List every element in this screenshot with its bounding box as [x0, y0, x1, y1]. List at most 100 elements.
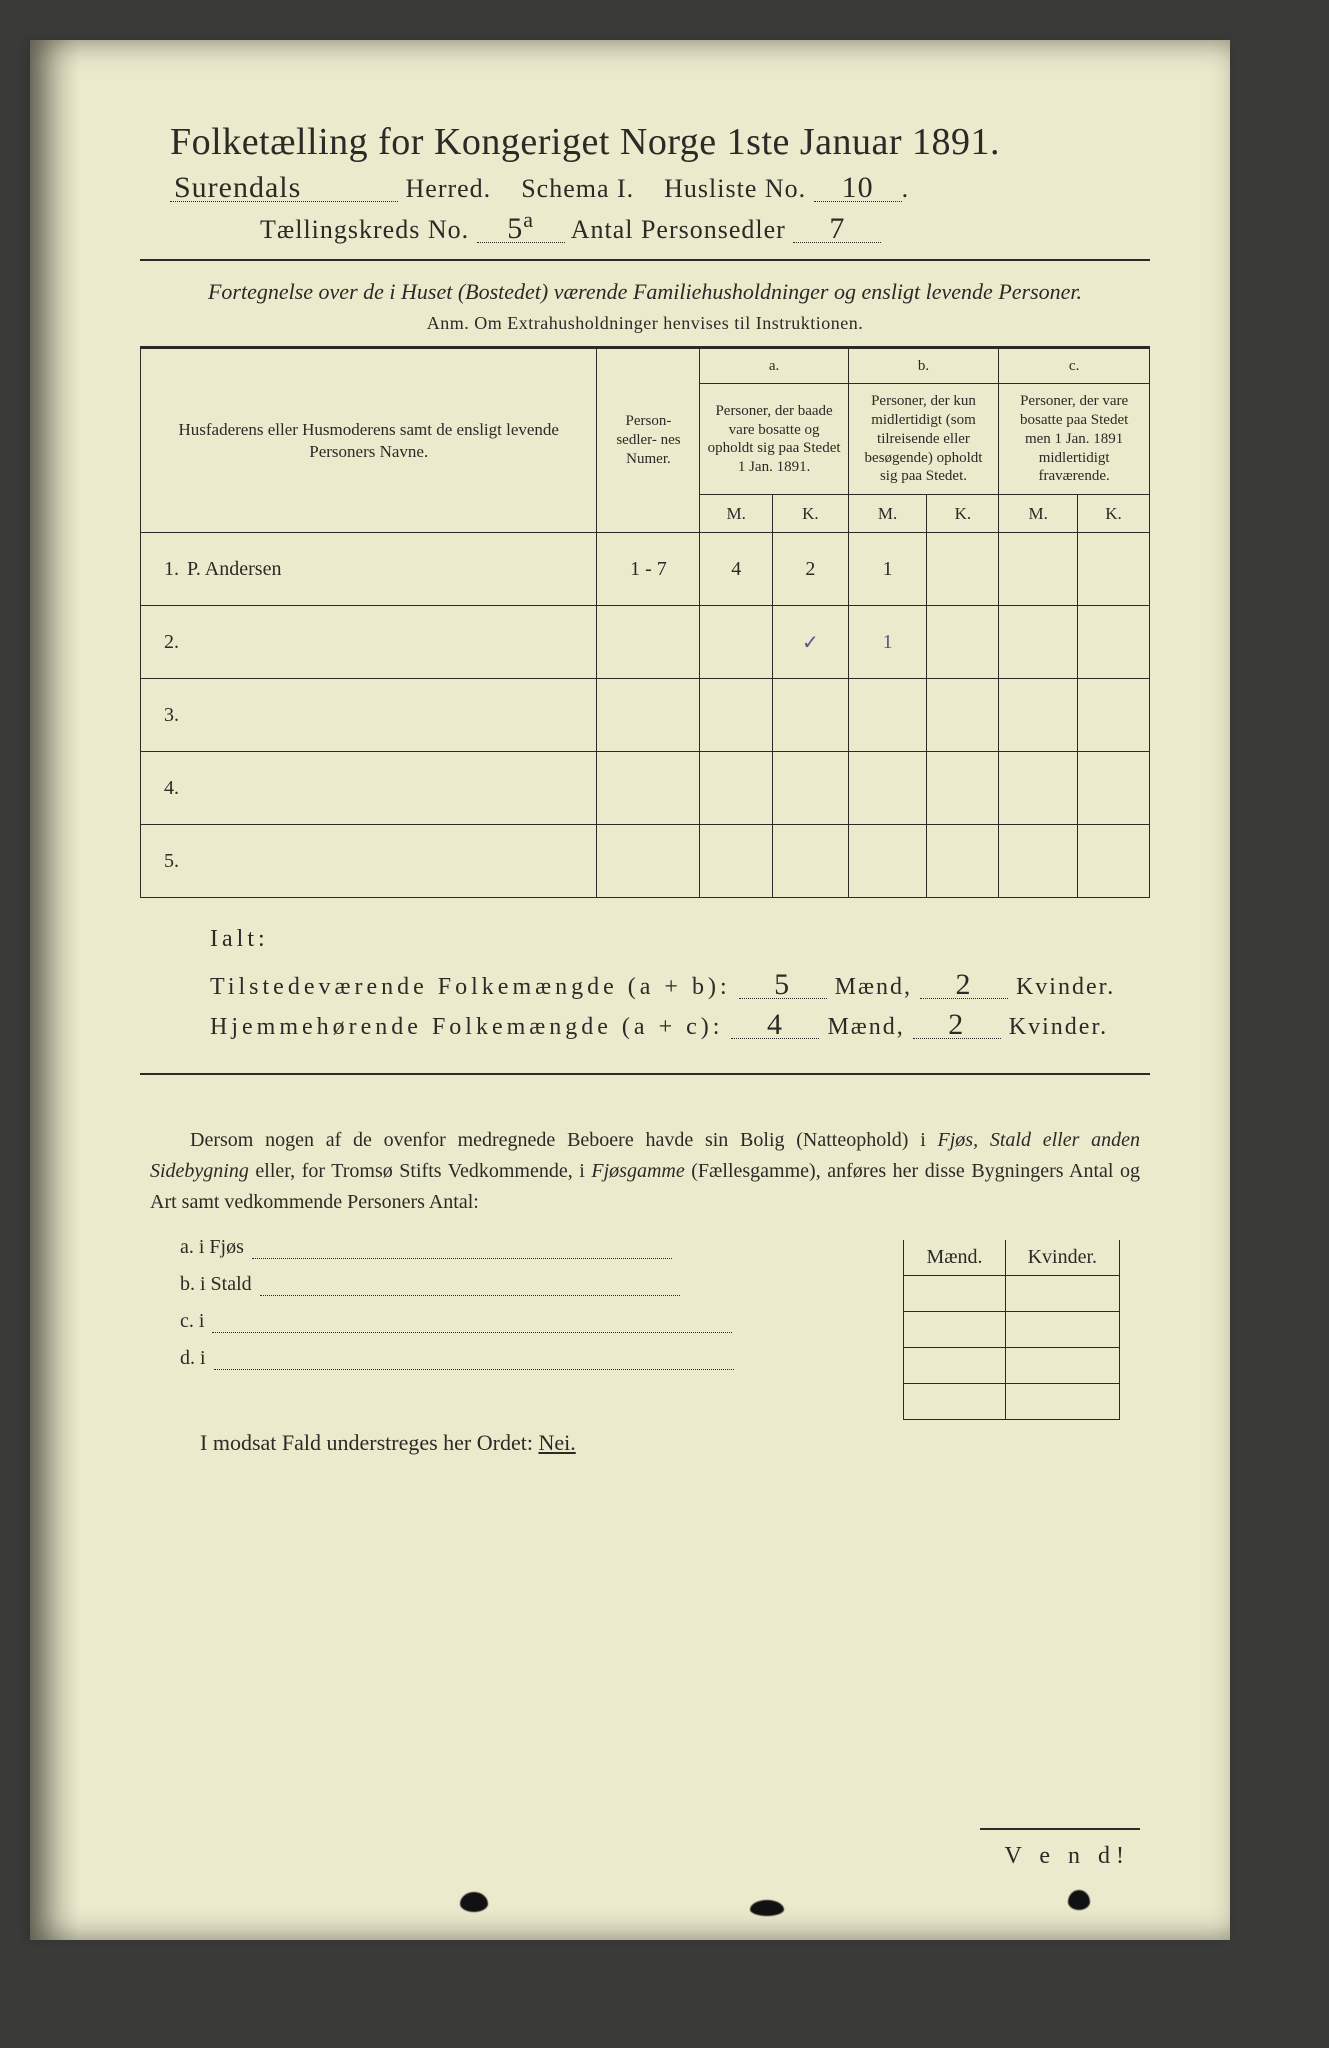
row-name: P. Andersen: [181, 533, 597, 606]
totals-line1: Tilstedeværende Folkemængde (a + b): 5 M…: [210, 971, 1150, 1001]
row-num: 3.: [141, 679, 182, 752]
row-name: [181, 606, 597, 679]
mk-m: Mænd.: [904, 1240, 1005, 1276]
row-cK: [1078, 825, 1150, 898]
totals-block: Ialt: Tilstedeværende Folkemængde (a + b…: [210, 926, 1150, 1041]
a-m: M.: [700, 495, 773, 533]
b-k: K.: [927, 495, 999, 533]
kreds-label: Tællingskreds No.: [260, 215, 469, 244]
schema-label: Schema I.: [521, 174, 634, 203]
divider2: [140, 1073, 1150, 1075]
row-name: [181, 679, 597, 752]
row-aK: ✓: [773, 606, 849, 679]
row-bK: [927, 752, 999, 825]
row-numer: [597, 606, 700, 679]
line-kreds: Tællingskreds No. 5a Antal Personsedler …: [260, 210, 1150, 245]
row-bM: 1: [848, 606, 927, 679]
side-paragraph: Dersom nogen af de ovenfor medregnede Be…: [150, 1125, 1140, 1218]
row-cK: [1078, 533, 1150, 606]
row-name: [181, 752, 597, 825]
herred-handwritten: Surendals: [170, 174, 398, 202]
ink-blot: [1068, 1890, 1090, 1910]
table-row: 4.: [141, 752, 1150, 825]
row-aK: [773, 825, 849, 898]
col-c-head: c.: [999, 347, 1150, 384]
table-row: 5.: [141, 825, 1150, 898]
intro-italic: Fortegnelse over de i Huset (Bostedet) v…: [180, 277, 1110, 307]
husliste-no: 10: [814, 174, 902, 202]
herred-label: Herred.: [406, 174, 492, 203]
line1-m: 5: [739, 971, 827, 999]
row-cM: [999, 606, 1078, 679]
table-head: Husfaderens eller Husmoderens samt de en…: [141, 347, 1150, 533]
row-cK: [1078, 679, 1150, 752]
row-numer: [597, 679, 700, 752]
col-name: Husfaderens eller Husmoderens samt de en…: [141, 347, 597, 533]
nei-line: I modsat Fald understreges her Ordet: Ne…: [200, 1430, 1150, 1456]
row-aM: [700, 679, 773, 752]
ialt-label: Ialt:: [210, 926, 269, 952]
row-bK: [927, 533, 999, 606]
page-title: Folketælling for Kongeriget Norge 1ste J…: [170, 120, 1150, 164]
b-m: M.: [848, 495, 927, 533]
col-a-sub: Personer, der baade vare bosatte og opho…: [700, 384, 848, 495]
row-aM: [700, 606, 773, 679]
table-body: 1.P. Andersen1 - 74212.✓13.4.5.: [141, 533, 1150, 898]
antal-no: 7: [793, 215, 881, 243]
row-num: 2.: [141, 606, 182, 679]
antal-label: Antal Personsedler: [571, 215, 786, 244]
divider: [140, 259, 1150, 261]
nei-word: Nei.: [538, 1430, 575, 1455]
row-cM: [999, 533, 1078, 606]
table-row: 1.P. Andersen1 - 7421: [141, 533, 1150, 606]
row-bM: 1: [848, 533, 927, 606]
vend-label: V e n d!: [1004, 1843, 1130, 1870]
census-table: Husfaderens eller Husmoderens samt de en…: [140, 346, 1150, 899]
row-bM: [848, 679, 927, 752]
row-cM: [999, 752, 1078, 825]
line1-k: 2: [920, 971, 1008, 999]
intro-anm: Anm. Om Extrahusholdninger henvises til …: [140, 313, 1150, 334]
row-cM: [999, 679, 1078, 752]
a-k: K.: [773, 495, 849, 533]
row-num: 4.: [141, 752, 182, 825]
row-numer: [597, 752, 700, 825]
ink-blot: [750, 1900, 784, 1916]
row-cK: [1078, 606, 1150, 679]
row-bK: [927, 825, 999, 898]
row-cM: [999, 825, 1078, 898]
row-aM: [700, 825, 773, 898]
row-aK: [773, 679, 849, 752]
col-b-sub: Personer, der kun midlertidigt (som tilr…: [848, 384, 999, 495]
row-num: 5.: [141, 825, 182, 898]
mk-table: Mænd. Kvinder.: [903, 1240, 1120, 1420]
row-bM: [848, 752, 927, 825]
row-cK: [1078, 752, 1150, 825]
row-bM: [848, 825, 927, 898]
row-bK: [927, 606, 999, 679]
table-row: 2. ✓1: [141, 606, 1150, 679]
row-aK: 2: [773, 533, 849, 606]
row-numer: 1 - 7: [597, 533, 700, 606]
husliste-label: Husliste No.: [664, 174, 806, 203]
row-aM: [700, 752, 773, 825]
c-m: M.: [999, 495, 1078, 533]
ink-blot: [460, 1892, 488, 1912]
totals-line2: Hjemmehørende Folkemængde (a + c): 4 Mæn…: [210, 1011, 1150, 1041]
row-aM: 4: [700, 533, 773, 606]
row-name: [181, 825, 597, 898]
kreds-no: 5a: [477, 210, 565, 243]
line2-m: 4: [731, 1011, 819, 1039]
col-b-head: b.: [848, 347, 999, 384]
col-numer: Person- sedler- nes Numer.: [597, 347, 700, 533]
col-c-sub: Personer, der vare bosatte paa Stedet me…: [999, 384, 1150, 495]
row-bK: [927, 679, 999, 752]
mk-k: Kvinder.: [1005, 1240, 1119, 1276]
table-row: 3.: [141, 679, 1150, 752]
line2-k: 2: [913, 1011, 1001, 1039]
line-herred: Surendals Herred. Schema I. Husliste No.…: [170, 174, 1150, 204]
row-num: 1.: [141, 533, 182, 606]
row-aK: [773, 752, 849, 825]
c-k: K.: [1078, 495, 1150, 533]
vend-rule: [980, 1828, 1140, 1830]
